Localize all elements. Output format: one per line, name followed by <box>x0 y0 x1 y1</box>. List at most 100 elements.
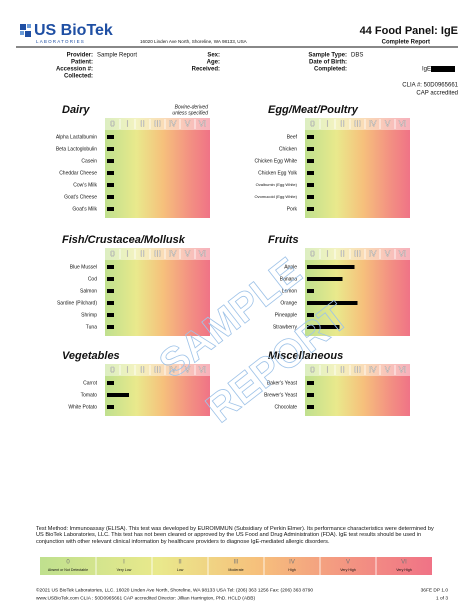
class-label: V <box>385 366 391 375</box>
result-bar <box>107 289 114 293</box>
result-bar <box>307 135 314 139</box>
result-bar <box>107 265 114 269</box>
food-label: Goat's Cheese <box>64 194 97 200</box>
panel-note: unless specified <box>172 110 208 116</box>
food-label: White Potato <box>68 404 97 410</box>
food-label: Orange <box>280 300 297 306</box>
result-bar <box>107 147 114 151</box>
panel-gradient <box>105 118 210 218</box>
badge-redaction <box>431 66 455 72</box>
result-bar <box>107 405 114 409</box>
footer-line: ©2021 US BioTek Laboratories, LLC. 16020… <box>36 586 313 593</box>
info-label: Date of Birth: <box>309 60 347 66</box>
class-label: V <box>185 120 191 129</box>
result-bar <box>107 325 114 329</box>
food-label: Lemon <box>282 288 298 294</box>
class-label: 0 <box>310 250 315 259</box>
result-bar <box>307 171 314 175</box>
class-label: VI <box>199 250 207 259</box>
food-label: Beef <box>287 134 298 140</box>
class-label: 0 <box>110 366 115 375</box>
class-label: II <box>140 120 144 129</box>
info-label: Age: <box>207 60 220 66</box>
result-bar <box>107 207 114 211</box>
scale-class: II <box>178 560 182 566</box>
class-label: VI <box>399 366 407 375</box>
result-bar <box>307 207 314 211</box>
info-label: Received: <box>192 67 220 73</box>
food-label: Baker's Yeast <box>267 380 298 386</box>
result-bar <box>107 183 114 187</box>
class-label: V <box>185 366 191 375</box>
result-bar <box>307 277 343 281</box>
result-bar <box>307 265 355 269</box>
result-bar <box>107 159 114 163</box>
food-label: Strawberry <box>273 324 298 330</box>
badge-label: IgE <box>422 67 431 73</box>
food-label: Ovomucoid (Egg White) <box>255 194 298 199</box>
scale-class: I <box>123 560 125 566</box>
panel-header <box>305 248 410 260</box>
scale-gradient <box>40 557 432 575</box>
class-label: II <box>340 250 344 259</box>
info-label: Provider: <box>67 53 93 59</box>
class-label: 0 <box>110 250 115 259</box>
panel-header <box>105 364 210 376</box>
scale-class: V <box>346 560 350 566</box>
food-label: Tuna <box>86 324 97 330</box>
clia: CLIA #: 50D0965661 <box>402 83 458 89</box>
scale-label: Low <box>177 568 184 572</box>
class-label: 0 <box>310 120 315 129</box>
cap: CAP accredited <box>416 91 458 97</box>
food-label: Chicken Egg White <box>254 158 297 164</box>
result-bar <box>107 381 114 385</box>
food-label: Shrimp <box>81 312 97 318</box>
food-label: Chicken <box>279 146 297 152</box>
class-label: II <box>340 366 344 375</box>
panel-title: Vegetables <box>62 350 120 362</box>
result-bar <box>307 183 314 187</box>
panel-gradient <box>105 364 210 416</box>
food-label: Apple <box>284 264 297 270</box>
food-label: Blue Mussel <box>70 264 97 270</box>
class-label: I <box>326 120 328 129</box>
result-bar <box>307 147 314 151</box>
food-label: Ovalbumin (Egg White) <box>256 182 298 187</box>
info-label: Collected: <box>64 74 93 80</box>
food-label: Pineapple <box>275 312 297 318</box>
panel-gradient <box>305 248 410 336</box>
footer-page: 1 of 3 <box>436 595 448 601</box>
result-bar <box>107 277 114 281</box>
class-label: I <box>126 366 128 375</box>
class-label: VI <box>399 250 407 259</box>
class-label: III <box>154 120 161 129</box>
result-bar <box>107 301 114 305</box>
footer-code: 36FE DP 1.0 <box>421 587 449 593</box>
report-title: 44 Food Panel: IgE <box>360 25 458 37</box>
info-value: DBS <box>351 53 363 59</box>
class-label: VI <box>199 366 207 375</box>
result-bar <box>307 405 314 409</box>
class-label: I <box>326 366 328 375</box>
footer-line: www.USBioTek.com CLIA : 50D0965661 CAP a… <box>36 595 255 601</box>
result-bar <box>107 171 114 175</box>
result-bar <box>107 135 114 139</box>
food-label: Chicken Egg Yolk <box>258 170 297 176</box>
food-label: Chocolate <box>274 404 297 410</box>
class-label: II <box>140 250 144 259</box>
panel-header <box>305 118 410 130</box>
class-label: I <box>126 120 128 129</box>
food-label: Casein <box>81 158 97 164</box>
food-label: Sardine (Pilchard) <box>57 300 97 306</box>
result-bar <box>307 159 314 163</box>
scale-class: VI <box>401 560 407 566</box>
scale-label: Very High <box>340 568 356 572</box>
panel-header <box>305 364 410 376</box>
logo-icon <box>20 24 31 37</box>
class-label: III <box>154 250 161 259</box>
class-label: III <box>354 366 361 375</box>
logo-sub: LABORATORIES <box>36 39 85 44</box>
food-label: Alpha Lactalbumin <box>56 134 97 140</box>
